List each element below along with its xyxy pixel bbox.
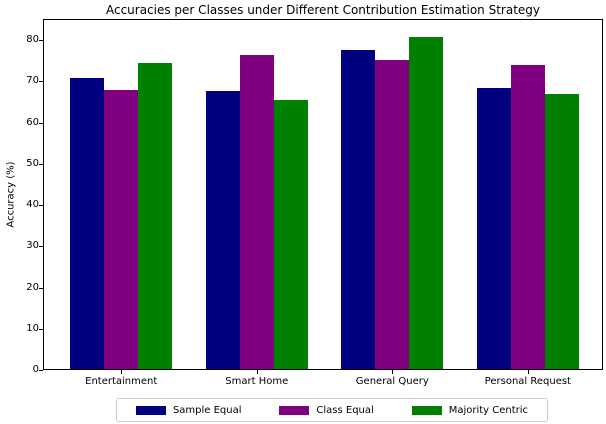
- y-tick-label: 30: [26, 240, 39, 252]
- y-tick-label: 40: [26, 199, 39, 211]
- bar-sample-equal-personal-request: [476, 88, 511, 369]
- y-tick-label: 70: [26, 75, 39, 87]
- y-tick-label: 0: [32, 364, 39, 375]
- bar-class-equal-smart-home: [239, 54, 274, 369]
- legend-swatch: [411, 405, 442, 415]
- bar-sample-equal-smart-home: [205, 90, 240, 369]
- y-tick-label: 80: [26, 34, 39, 46]
- x-tick-label: Smart Home: [225, 376, 289, 387]
- x-tick-label: General Query: [355, 376, 429, 387]
- bar-majority-centric-personal-request: [544, 94, 579, 369]
- y-tick-mark: [39, 328, 43, 330]
- y-tick-mark: [39, 40, 43, 42]
- chart-title: Accuracies per Classes under Different C…: [105, 3, 541, 17]
- plot-area: [43, 19, 603, 370]
- legend-item: Class Equal: [279, 404, 374, 416]
- y-tick-mark: [39, 246, 43, 248]
- legend-label: Majority Centric: [448, 404, 529, 416]
- y-tick-label: 20: [26, 281, 39, 293]
- bar-class-equal-personal-request: [510, 64, 545, 369]
- x-tick-label: Personal Request: [484, 376, 571, 387]
- x-tick-mark: [256, 370, 258, 374]
- legend-item: Majority Centric: [411, 404, 529, 416]
- y-tick-label: 60: [26, 116, 39, 128]
- bar-class-equal-entertainment: [104, 90, 139, 369]
- x-tick-mark: [527, 370, 529, 374]
- y-tick-mark: [39, 122, 43, 124]
- x-tick-label: Entertainment: [85, 376, 158, 387]
- legend-swatch: [279, 405, 310, 415]
- x-tick-mark: [392, 370, 394, 374]
- y-tick-mark: [39, 205, 43, 207]
- y-tick-mark: [39, 81, 43, 83]
- legend-item: Sample Equal: [135, 404, 242, 416]
- y-tick-mark: [39, 370, 43, 371]
- bar-sample-equal-general-query: [341, 49, 376, 369]
- legend-label: Sample Equal: [172, 404, 242, 416]
- legend-label: Class Equal: [316, 404, 374, 416]
- y-tick-mark: [39, 287, 43, 289]
- bar-majority-centric-entertainment: [138, 62, 173, 369]
- y-tick-mark: [39, 163, 43, 165]
- bar-class-equal-general-query: [375, 59, 410, 369]
- legend-swatch: [135, 405, 166, 415]
- legend: Sample Equal Class Equal Majority Centric: [116, 398, 548, 422]
- bar-majority-centric-general-query: [409, 36, 444, 369]
- bar-majority-centric-smart-home: [273, 100, 308, 369]
- y-tick-label: 50: [26, 157, 39, 169]
- y-tick-label: 10: [26, 322, 39, 334]
- x-tick-mark: [121, 370, 123, 374]
- bar-sample-equal-entertainment: [70, 77, 105, 369]
